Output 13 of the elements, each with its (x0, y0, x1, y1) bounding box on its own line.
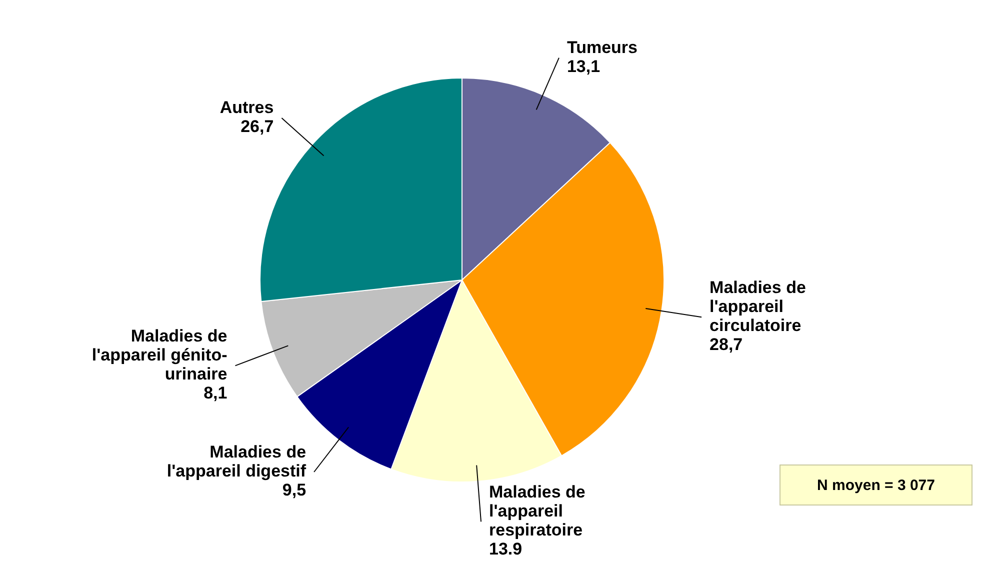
slice-label: Maladies de l'appareil digestif (166, 442, 306, 480)
data-label: 13,1 (566, 56, 600, 76)
data-label: 8,1 (204, 384, 228, 403)
data-label: 26,7 (240, 116, 274, 136)
data-label: 28,7 (710, 335, 743, 354)
slice-label: Autres (220, 98, 274, 117)
data-label: 13.9 (489, 540, 522, 559)
slice-label: Maladies de l'appareil circulatoire (710, 278, 806, 336)
slice-label: Maladies de l'appareil génito- urinaire (92, 326, 228, 384)
slice-label: Tumeurs (566, 38, 638, 57)
slice-label: Maladies de l'appareil respiratoire (489, 482, 586, 540)
text: N moyen = 3 077 (817, 477, 935, 494)
data-label: 9,5 (282, 480, 306, 500)
